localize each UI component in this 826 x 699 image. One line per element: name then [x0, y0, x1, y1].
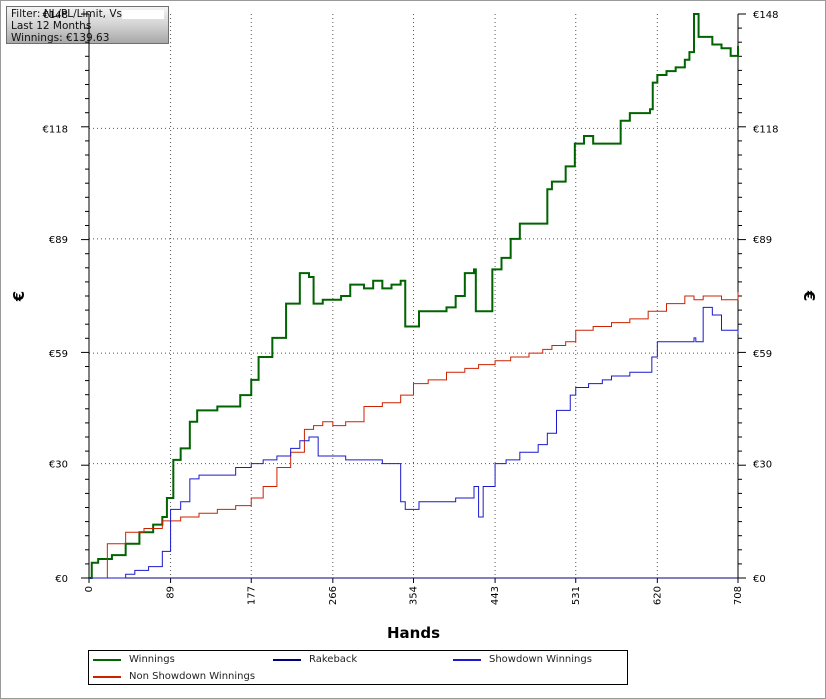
series-lines: [89, 13, 739, 579]
legend-label: Showdown Winnings: [489, 654, 592, 665]
legend-swatch: [93, 658, 121, 661]
grid: [89, 14, 738, 578]
date-range-line: Last 12 Months: [11, 20, 92, 32]
y-tick-label-right: €30: [753, 460, 772, 471]
legend-label: Rakeback: [309, 654, 358, 665]
legend-item-rakeback: Rakeback: [273, 654, 357, 665]
filter-info-box: Filter: NL/PL/Limit, Vs Last 12 Months W…: [6, 6, 169, 44]
x-tick-label: 531: [571, 586, 582, 605]
legend-swatch: [453, 658, 481, 661]
chart-legend: Winnings Rakeback Showdown Winnings Non …: [88, 650, 628, 685]
legend-label: Non Showdown Winnings: [129, 671, 256, 682]
x-tick-label: 708: [733, 586, 744, 605]
y-tick-label-left: €30: [49, 460, 68, 471]
x-tick-label: 266: [328, 586, 339, 605]
x-tick-label: 443: [490, 586, 501, 605]
y-tick-label-left: €118: [43, 124, 68, 135]
x-tick-label: 89: [166, 586, 177, 599]
series-line-non-showdown-winnings: [89, 292, 739, 579]
y-tick-label-left: €89: [49, 235, 68, 246]
series-line-showdown-winnings: [89, 306, 739, 579]
axis-labels: 0 89 177 266 354 443 531 620 708 €0 €0 €30 €30 €59 €59…: [10, 10, 818, 642]
redaction-mask: [122, 9, 164, 19]
winnings-line: Winnings: €139.63: [11, 32, 110, 44]
x-axis-title: Hands: [387, 624, 440, 642]
legend-item-winnings: Winnings: [93, 654, 175, 665]
y-tick-label-right: €148: [753, 10, 778, 21]
y-tick-label-left: €148: [43, 10, 68, 21]
x-tick-label: 620: [652, 586, 663, 605]
y-tick-label-right: €89: [753, 235, 772, 246]
x-tick-label: 0: [84, 586, 95, 592]
legend-swatch: [93, 675, 121, 678]
filter-line: Filter: NL/PL/Limit, Vs: [11, 8, 164, 20]
legend-item-non-showdown-winnings: Non Showdown Winnings: [93, 671, 255, 682]
legend-swatch: [273, 658, 301, 661]
y-axis-title-left: €: [10, 291, 28, 302]
x-tick-label: 354: [409, 586, 420, 605]
y-tick-label-right: €0: [753, 574, 766, 585]
y-tick-label-left: €0: [55, 574, 68, 585]
y-tick-label-right: €59: [753, 349, 772, 360]
x-tick-label: 177: [246, 586, 257, 605]
y-axis-title-right: €: [800, 290, 818, 301]
y-tick-label-right: €118: [753, 124, 778, 135]
series-line-winnings: [89, 13, 739, 579]
legend-label: Winnings: [129, 654, 175, 665]
y-tick-label-left: €59: [49, 349, 68, 360]
legend-item-showdown-winnings: Showdown Winnings: [453, 654, 592, 665]
